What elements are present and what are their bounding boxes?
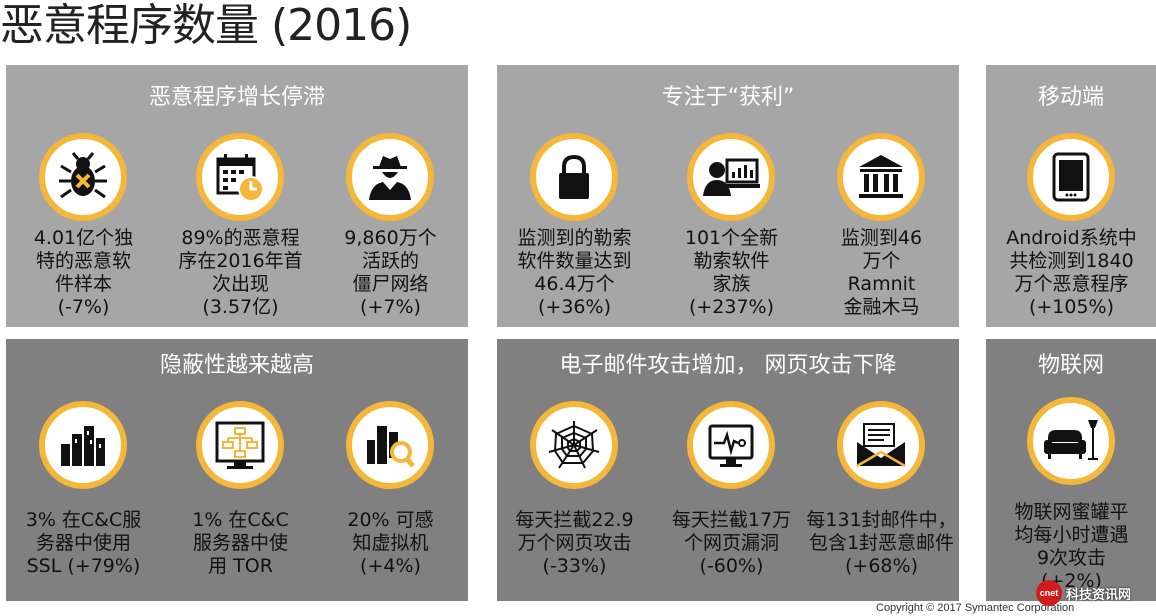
bug-icon	[59, 152, 107, 199]
stat-line: 件样本	[54, 273, 112, 295]
stat-line: 3% 在C&C服	[25, 509, 142, 531]
stat-line: 46.4万个	[534, 273, 615, 295]
watermark: cnet 科技资讯网	[1036, 580, 1131, 606]
stat-line: 20% 可感	[347, 509, 434, 531]
calendar-clock-icon	[216, 154, 264, 202]
stat-line: 9,860万个	[344, 227, 437, 249]
panel-profit-focus: 专注于“获利” 监测到的勒索 软件数量达到 46.4万个 (+36%)	[497, 65, 959, 327]
watermark-text: 科技资讯网	[1066, 587, 1132, 603]
stat-line: 软件数量达到	[517, 250, 632, 272]
page-title: 恶意程序数量 (2016)	[0, 0, 412, 51]
stat-line: (-33%)	[542, 555, 607, 577]
search-city-icon	[367, 426, 415, 468]
lock-icon	[559, 154, 589, 199]
stat-line: 1% 在C&C	[192, 509, 289, 531]
stat-line: 次出现	[211, 273, 269, 295]
stat-line: 服务器中使	[192, 532, 288, 554]
panel-title: 恶意程序增长停滞	[148, 85, 325, 110]
stat-line: (+105%)	[1028, 296, 1115, 318]
stat-line: 知虚拟机	[352, 532, 429, 554]
stat-line: 物联网蜜罐平	[1014, 501, 1129, 523]
person-computer-icon	[703, 158, 760, 196]
spider-web-icon	[548, 421, 600, 469]
stat-line: SSL (+79%)	[26, 555, 141, 577]
panel-title: 移动端	[1037, 85, 1104, 110]
stat-line: Ramnit	[847, 273, 916, 295]
stat-line: 包含1封恶意邮件	[808, 532, 955, 554]
stat-line: (+237%)	[688, 296, 775, 318]
stat-line: (+36%)	[538, 296, 611, 318]
copyright-text: Copyright © 2017 Symantec Corporation	[876, 602, 1075, 614]
stat-line: 共检测到1840	[1009, 250, 1134, 272]
stat-line: 监测到46	[840, 227, 923, 249]
spy-icon	[369, 156, 411, 200]
stat-line: 僵尸网络	[352, 273, 429, 295]
stat-line: 家族	[712, 273, 751, 295]
stat-line: 监测到的勒索	[517, 227, 632, 249]
cnet-logo-icon: cnet	[1036, 580, 1062, 606]
stat-line: (3.57亿)	[202, 296, 279, 318]
sofa-lamp-icon	[1044, 420, 1098, 460]
stat-line: Android系统中	[1006, 227, 1137, 249]
stat-line: (+4%)	[360, 555, 421, 577]
stat-line: 用 TOR	[208, 555, 273, 577]
stat-line: 序在2016年首	[178, 250, 303, 272]
stat-line: (+7%)	[360, 296, 421, 318]
panel-mobile: 移动端 Android系统中 共检测到1840 万个恶意程序 (+105%)	[986, 65, 1156, 327]
stat-line: 务器中使用	[35, 532, 131, 554]
stat-line: (-60%)	[699, 555, 764, 577]
stat-line: 勒索软件	[693, 250, 770, 272]
stat-line: 万个恶意程序	[1014, 273, 1129, 295]
stat-line: 活跃的	[361, 250, 419, 272]
stat-line: 每天拦截17万	[671, 509, 792, 531]
stat-line: 特的恶意软	[35, 250, 131, 272]
stat-line: (-7%)	[57, 296, 110, 318]
envelope-icon	[856, 423, 906, 468]
panel-title: 电子邮件攻击增加， 网页攻击下降	[559, 353, 897, 378]
stat-line: 个网页漏洞	[683, 532, 779, 554]
stat-line: 均每小时遭遇	[1014, 524, 1129, 546]
city-icon	[61, 426, 105, 466]
stat-line: 金融木马	[843, 296, 920, 318]
stat-line: 每天拦截22.9	[515, 509, 634, 531]
panel-title: 物联网	[1037, 353, 1104, 378]
bank-icon	[859, 155, 903, 198]
stat-line: 101个全新	[684, 227, 779, 249]
monitor-pulse-icon	[708, 424, 754, 467]
panel-iot: 物联网 物联网蜜罐平 均每小时遭遇 9次攻击 (+2%)	[986, 339, 1156, 601]
panel-malware-growth: 恶意程序增长停滞 4.01亿个独 特的恶意软 件样本 (-7%)	[6, 65, 468, 327]
stat-line: 万个网页攻击	[517, 532, 632, 554]
stat-line: 4.01亿个独	[33, 227, 134, 249]
stat-line: 89%的恶意程	[181, 227, 300, 249]
panel-email-web: 电子邮件攻击增加， 网页攻击下降 每天拦截22.9 万个网页攻击 (-33%)	[497, 339, 959, 601]
tablet-icon	[1052, 152, 1090, 202]
stat-line: 万个	[862, 250, 901, 272]
stat-line: 每131封邮件中，	[806, 509, 957, 531]
stat-line: 9次攻击	[1036, 547, 1107, 569]
panel-stealth: 隐蔽性越来越高 3% 在C&C服 务器中使用 SSL (+79%)	[6, 339, 468, 601]
network-diagram-icon	[215, 421, 265, 469]
panel-title: 隐蔽性越来越高	[159, 353, 314, 378]
panel-title: 专注于“获利”	[661, 85, 795, 110]
stat-line: (+68%)	[845, 555, 918, 577]
